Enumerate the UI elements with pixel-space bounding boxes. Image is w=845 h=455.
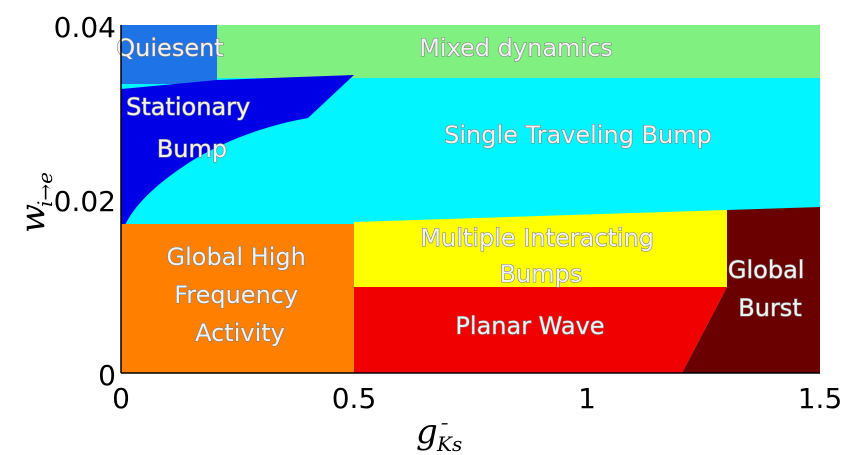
regions	[121, 25, 820, 373]
label-multiple-interacting-bumps: Multiple Interacting Bumps	[420, 224, 661, 288]
label-global-burst: Global Burst	[728, 256, 812, 322]
label-single-traveling-bump: Single Traveling Bump	[444, 121, 712, 149]
x-axis-label-sub: Ks	[436, 432, 462, 455]
region-global-burst	[682, 207, 820, 373]
x-axis-label: g Ks ¯	[416, 412, 462, 455]
y-tick-0.02: 0.02	[54, 185, 116, 218]
label-mixed-dynamics: Mixed dynamics	[419, 34, 613, 62]
region-stationary-bump	[121, 75, 354, 234]
region-mixed-dynamics	[217, 25, 820, 78]
x-axis-label-bar: ¯	[438, 419, 448, 443]
region-quiesent	[121, 25, 218, 84]
label-planar-wave: Planar Wave	[455, 312, 604, 340]
region-planar-wave	[354, 287, 727, 373]
y-axis-label-main: w	[13, 204, 53, 233]
y-axis-label-sub: i→e	[33, 172, 57, 207]
label-global-high-frequency: Global High Frequency Activity	[167, 243, 314, 347]
region-multiple-interacting-bumps	[354, 210, 727, 287]
y-tick-0: 0	[98, 359, 116, 392]
y-axis-label: w i→e	[13, 172, 57, 233]
region-labels: Quiesent Mixed dynamics Stationary Bump …	[116, 33, 812, 347]
x-tick-1.5: 1.5	[798, 382, 843, 415]
label-stationary-bump: Stationary Bump	[126, 93, 258, 163]
x-tick-0: 0	[112, 382, 130, 415]
y-tick-0.04: 0.04	[54, 11, 116, 44]
region-global-high-frequency	[121, 224, 355, 373]
x-tick-0.5: 0.5	[332, 382, 377, 415]
label-quiesent: Quiesent	[116, 34, 223, 62]
x-tick-1: 1	[578, 382, 596, 415]
x-axis-label-main: g	[416, 412, 438, 452]
